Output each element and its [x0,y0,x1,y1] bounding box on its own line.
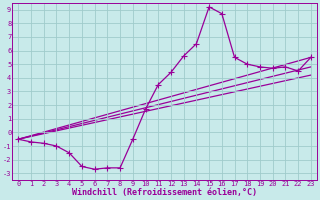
X-axis label: Windchill (Refroidissement éolien,°C): Windchill (Refroidissement éolien,°C) [72,188,257,197]
